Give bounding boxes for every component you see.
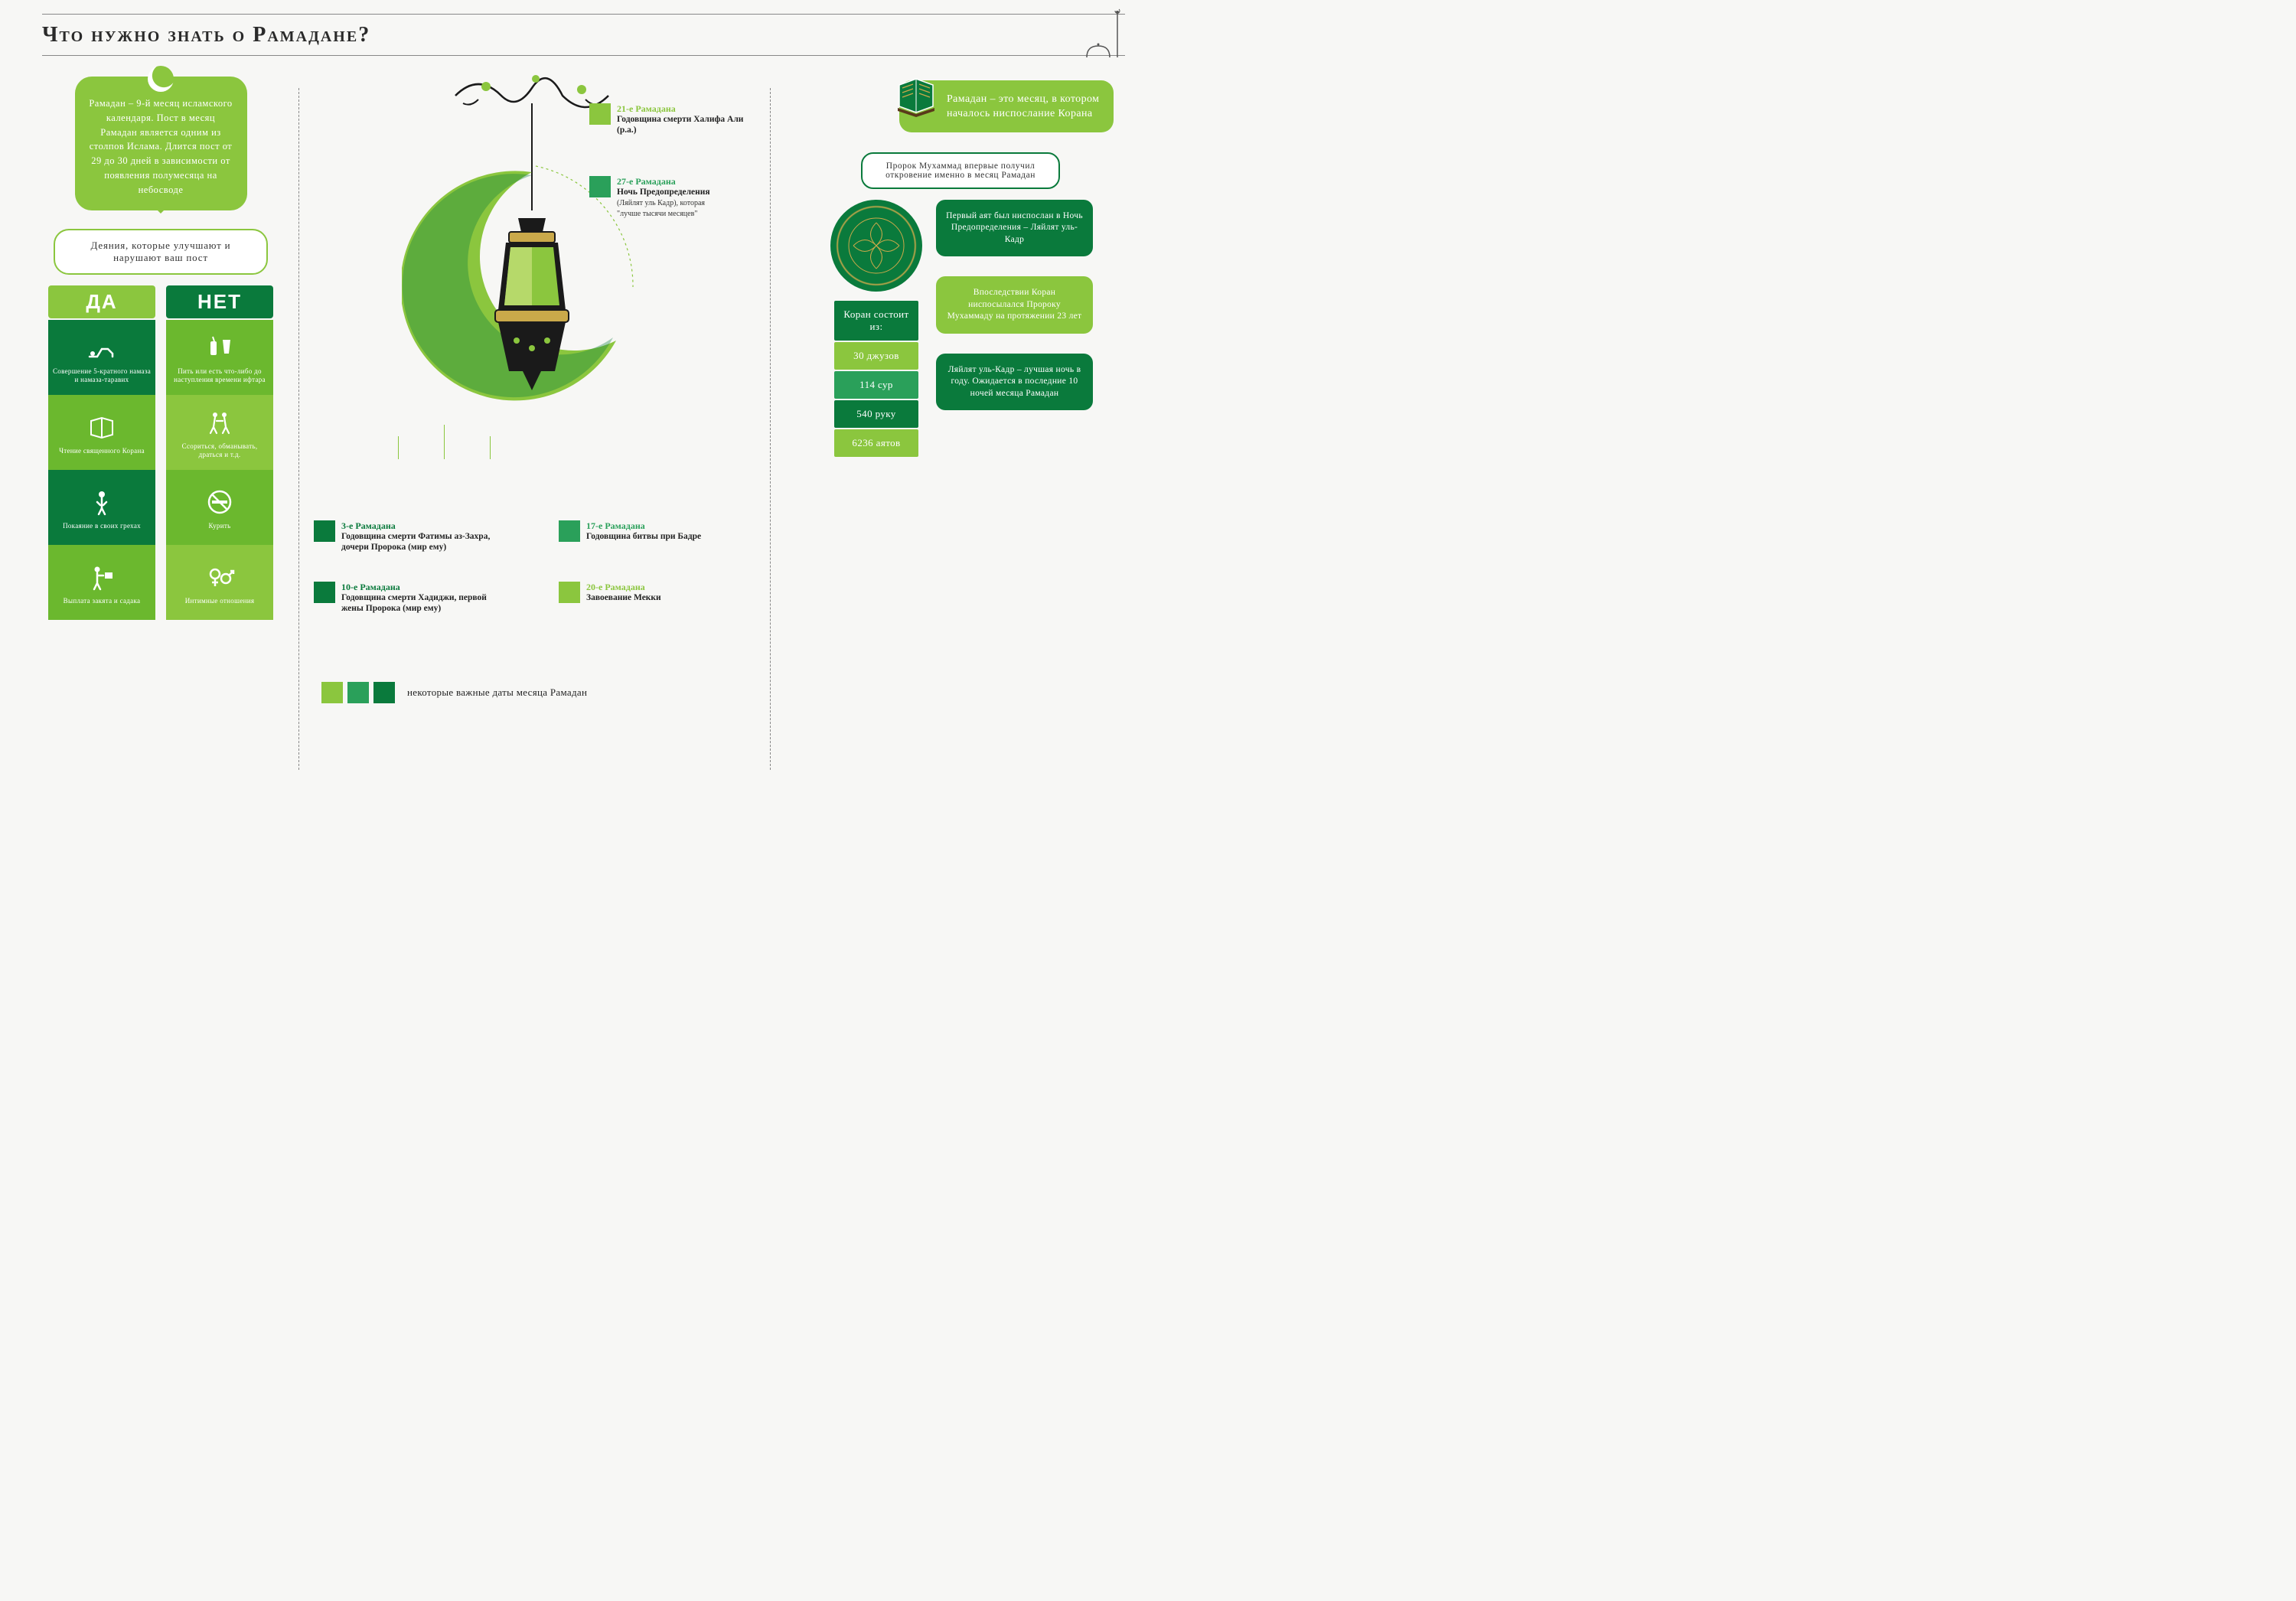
date-block: 17-е Рамадана Годовщина битвы при Бадре (559, 520, 701, 543)
connector-line (490, 436, 491, 459)
date-text: 3-е Рамадана Годовщина смерти Фатимы аз-… (341, 520, 502, 553)
date-body: Годовщина смерти Хадиджи, первой жены Пр… (341, 593, 502, 615)
date-block: 3-е Рамадана Годовщина смерти Фатимы аз-… (314, 520, 502, 553)
yn-item: Ссориться, обманывать, драться и т.д. (166, 395, 273, 470)
title-rule (42, 55, 1125, 56)
date-title: 20-е Рамадана (586, 582, 661, 593)
quran-book-icon (893, 71, 941, 119)
date-title: 10-е Рамадана (341, 582, 502, 593)
date-title: 3-е Рамадана (341, 520, 502, 532)
fact-box: Первый аят был ниспослан в Ночь Предопре… (936, 200, 1093, 257)
yes-no-headers: ДА НЕТ (42, 285, 279, 318)
date-text: 17-е Рамадана Годовщина битвы при Бадре (586, 520, 701, 543)
yn-item-label: Совершение 5-кратного намаза и намаза-та… (53, 367, 151, 385)
date-body: Годовщина смерти Халифа Али (р.а.) (617, 115, 758, 136)
fact-box: Впоследствии Коран ниспосылался Пророку … (936, 276, 1093, 334)
right-flex: Коран состоит из: 30 джузов114 сур540 ру… (830, 200, 1114, 457)
yn-item: Совершение 5-кратного намаза и намаза-та… (48, 320, 155, 395)
yn-item-label: Пить или есть что-либо до наступления вр… (171, 367, 269, 385)
divider-1 (298, 88, 299, 770)
quran-medallion-icon (830, 200, 922, 292)
date-square (314, 520, 335, 542)
quran-bubble-text: Рамадан – это месяц, в котором началось … (947, 93, 1101, 122)
date-text: 27-е Рамадана Ночь Предопределения(Ляйля… (617, 176, 710, 219)
quran-bubble: Рамадан – это месяц, в котором началось … (899, 80, 1114, 132)
date-block: 10-е Рамадана Годовщина смерти Хадиджи, … (314, 582, 502, 615)
legend-square-1 (321, 682, 343, 703)
stat-box: 540 руку (834, 400, 918, 428)
intro-bubble: Рамадан – 9-й месяц исламского календаря… (75, 77, 247, 210)
yn-item-label: Курить (209, 522, 231, 530)
mosque-icon (1079, 8, 1125, 57)
date-body: Годовщина битвы при Бадре (586, 532, 701, 543)
date-body: Годовщина смерти Фатимы аз-Захра, дочери… (341, 532, 502, 553)
yn-item: Чтение священного Корана (48, 395, 155, 470)
legend-square-2 (347, 682, 369, 703)
date-text: 20-е Рамадана Завоевание Мекки (586, 582, 661, 604)
date-title: 17-е Рамадана (586, 520, 701, 532)
date-body: Завоевание Мекки (586, 593, 661, 604)
lantern-crescent (402, 103, 662, 501)
date-block: 21-е Рамадана Годовщина смерти Халифа Ал… (589, 103, 758, 136)
yn-item-label: Покаяние в своих грехах (63, 522, 141, 530)
date-square (589, 103, 611, 125)
date-square (314, 582, 335, 603)
quran-read-icon (85, 410, 119, 444)
yn-item: Выплата закята и садака (48, 545, 155, 620)
gender-icon (203, 560, 236, 594)
yn-item-label: Интимные отношения (185, 597, 255, 605)
stat-box: 114 сур (834, 371, 918, 399)
right-column: Рамадан – это месяц, в котором началось … (830, 80, 1114, 457)
repent-icon (85, 485, 119, 519)
yes-header: ДА (48, 285, 155, 318)
stat-box: 30 джузов (834, 342, 918, 370)
no-header: НЕТ (166, 285, 273, 318)
yn-item-label: Ссориться, обманывать, драться и т.д. (171, 442, 269, 460)
facts-list: Первый аят был ниспослан в Ночь Предопре… (936, 200, 1093, 411)
deeds-label: Деяния, которые улучшают и нарушают ваш … (54, 229, 268, 275)
date-block: 27-е Рамадана Ночь Предопределения(Ляйля… (589, 176, 710, 219)
date-title: 21-е Рамадана (617, 103, 758, 115)
yn-item: Интимные отношения (166, 545, 273, 620)
eat-drink-icon (203, 331, 236, 364)
prostration-icon (85, 331, 119, 364)
connector-line (398, 436, 399, 459)
yes-no-columns: Совершение 5-кратного намаза и намаза-та… (42, 320, 279, 620)
date-text: 10-е Рамадана Годовщина смерти Хадиджи, … (341, 582, 502, 615)
date-square (559, 582, 580, 603)
stats-title: Коран состоит из: (834, 301, 918, 341)
left-column: Рамадан – 9-й месяц исламского календаря… (42, 77, 279, 620)
no-column: Пить или есть что-либо до наступления вр… (166, 320, 273, 620)
date-square (559, 520, 580, 542)
stat-box: 6236 аятов (834, 429, 918, 457)
yn-item-label: Выплата закята и садака (64, 597, 141, 605)
legend-square-3 (373, 682, 395, 703)
yn-item-label: Чтение священного Корана (59, 447, 145, 455)
quran-stats: Коран состоит из: 30 джузов114 сур540 ру… (830, 200, 922, 457)
yn-item: Курить (166, 470, 273, 545)
page-title: Что нужно знать о Рамадане? (42, 23, 370, 47)
prophet-label: Пророк Мухаммад впервые получил откровен… (861, 152, 1060, 189)
yes-column: Совершение 5-кратного намаза и намаза-та… (48, 320, 155, 620)
intro-text: Рамадан – 9-й месяц исламского календаря… (89, 96, 233, 197)
yn-item: Покаяние в своих грехах (48, 470, 155, 545)
divider-2 (770, 88, 771, 770)
yn-item: Пить или есть что-либо до наступления вр… (166, 320, 273, 395)
date-body: Ночь Предопределения(Ляйлят уль Кадр), к… (617, 187, 710, 219)
charity-icon (85, 560, 119, 594)
date-block: 20-е Рамадана Завоевание Мекки (559, 582, 661, 604)
date-square (589, 176, 611, 197)
crescent-icon (148, 66, 174, 92)
date-text: 21-е Рамадана Годовщина смерти Халифа Ал… (617, 103, 758, 136)
fight-icon (203, 406, 236, 439)
top-rule (42, 14, 1125, 15)
date-title: 27-е Рамадана (617, 176, 710, 187)
no-smoke-icon (203, 485, 236, 519)
legend-text: некоторые важные даты месяца Рамадан (407, 686, 587, 699)
fact-box: Ляйлят уль-Кадр – лучшая ночь в году. Ож… (936, 354, 1093, 411)
connector-line (444, 425, 445, 459)
